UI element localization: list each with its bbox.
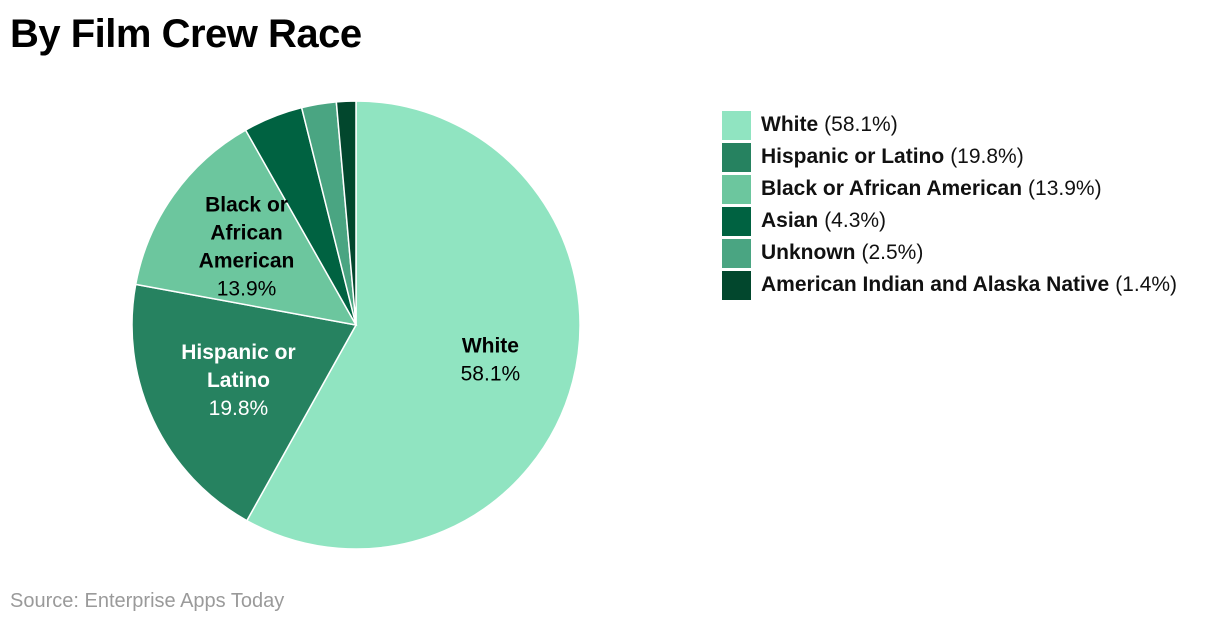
source-note: Source: Enterprise Apps Today xyxy=(10,590,285,612)
chart-title: By Film Crew Race xyxy=(10,12,362,56)
slice-name-label: Latino xyxy=(207,369,270,392)
legend-item-white: White (58.1%) xyxy=(722,109,1177,141)
slice-value-label: 58.1% xyxy=(461,362,521,385)
slice-name-label: Black or xyxy=(205,194,288,217)
legend-label: Unknown xyxy=(761,241,856,264)
legend-item-american-indian-and-alaska-native: American Indian and Alaska Native (1.4%) xyxy=(722,269,1177,301)
pie-slices xyxy=(131,100,581,550)
pie-slice-american-indian-and-alaska-native xyxy=(335,100,357,326)
legend-swatch xyxy=(722,174,751,204)
slice-name-label: White xyxy=(462,334,519,357)
legend-item-asian: Asian (4.3%) xyxy=(722,205,1177,237)
pie-slice-white xyxy=(245,100,581,550)
legend-swatch xyxy=(722,238,751,268)
pie-chart: White 58.1% Hispanic or Latino 19.8% Black or… xyxy=(131,100,581,550)
legend-label: Hispanic or Latino xyxy=(761,145,945,168)
slice-value-label: 19.8% xyxy=(209,397,269,420)
legend-value: (1.4%) xyxy=(1115,273,1178,296)
legend-label: Black or African American xyxy=(761,177,1023,200)
legend-value: (2.5%) xyxy=(861,241,924,264)
legend-value: (13.9%) xyxy=(1028,177,1102,200)
legend-item-hispanic-or-latino: Hispanic or Latino (19.8%) xyxy=(722,141,1177,173)
legend-label: Asian xyxy=(761,209,819,232)
pie-slice-black-or-african-american xyxy=(134,129,358,327)
pie-slice-hispanic-or-latino xyxy=(131,283,358,522)
legend-value: (19.8%) xyxy=(950,145,1024,168)
legend-value: (4.3%) xyxy=(824,209,887,232)
pie-slice-labels: White 58.1% Hispanic or Latino 19.8% Black or… xyxy=(181,194,520,420)
slice-value-label: 13.9% xyxy=(217,278,277,301)
legend-item-black-or-african-american: Black or African American (13.9%) xyxy=(722,173,1177,205)
legend-swatch xyxy=(722,110,751,140)
legend-label: American Indian and Alaska Native xyxy=(761,273,1110,296)
legend-swatch xyxy=(722,270,751,300)
legend-item-unknown: Unknown (2.5%) xyxy=(722,237,1177,269)
chart-legend: White (58.1%) Hispanic or Latino (19.8%) Bla… xyxy=(722,109,1177,301)
slice-name-label: Hispanic or xyxy=(181,341,295,364)
legend-label: White xyxy=(761,113,819,136)
legend-swatch xyxy=(722,142,751,172)
legend-swatch xyxy=(722,206,751,236)
slice-name-label: African xyxy=(210,222,282,245)
legend-value: (58.1%) xyxy=(824,113,898,136)
slice-name-label: American xyxy=(199,250,295,273)
